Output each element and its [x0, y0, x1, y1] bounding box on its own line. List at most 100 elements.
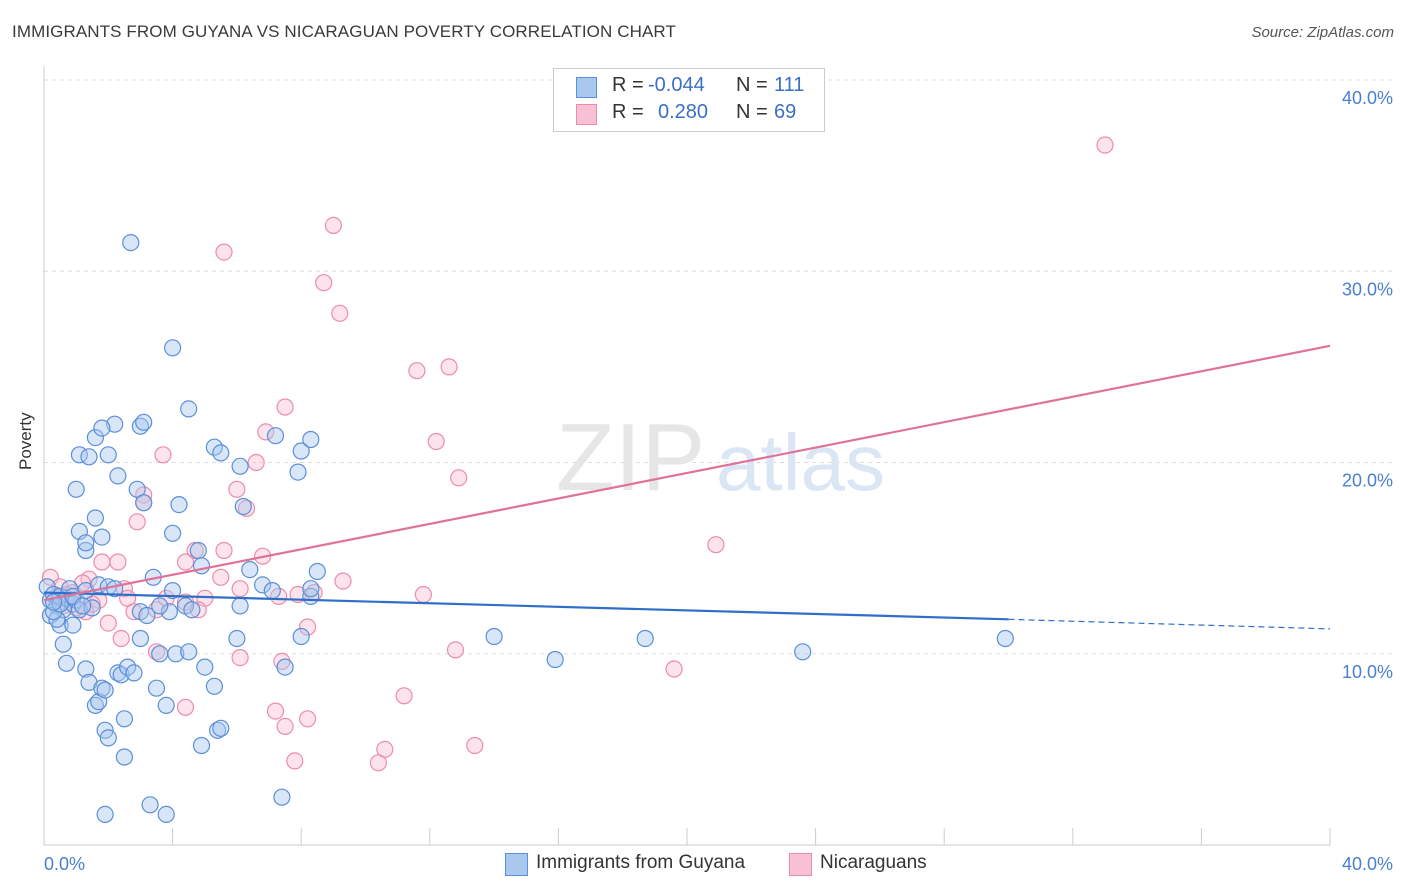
- trend-line-guyana: [43, 591, 1009, 621]
- data-point: [125, 664, 143, 682]
- y-tick-label: 10.0%: [1342, 662, 1393, 682]
- data-point: [446, 641, 465, 659]
- data-point: [215, 541, 233, 560]
- data-point: [192, 557, 211, 575]
- data-point: [276, 398, 294, 416]
- swatch-guyana: [576, 77, 597, 98]
- data-point: [180, 400, 198, 418]
- data-point: [331, 304, 349, 322]
- data-point: [189, 601, 207, 619]
- data-point: [228, 480, 246, 498]
- data-point: [115, 748, 134, 766]
- data-point: [247, 453, 265, 472]
- data-point: [241, 560, 259, 579]
- data-point: [54, 635, 72, 653]
- data-point: [109, 553, 127, 571]
- data-point: [212, 568, 230, 586]
- data-point: [131, 629, 149, 648]
- data-point: [257, 423, 275, 441]
- data-point: [315, 274, 333, 292]
- data-point: [212, 719, 230, 737]
- r-value: -0.044: [648, 74, 705, 96]
- data-point: [231, 457, 249, 475]
- data-point: [154, 446, 172, 464]
- data-point: [157, 805, 175, 824]
- data-point: [176, 698, 195, 716]
- data-point: [135, 494, 153, 512]
- data-point: [334, 572, 352, 590]
- data-point: [196, 658, 214, 676]
- n-value: 111: [774, 74, 805, 96]
- data-point: [263, 581, 281, 600]
- data-point: [254, 576, 272, 594]
- stats-legend: R = -0.044 N = 111 R = 0.280 N = 69: [553, 68, 825, 132]
- data-point: [427, 432, 445, 451]
- data-point: [151, 597, 169, 615]
- data-point: [180, 643, 198, 661]
- data-point: [183, 601, 201, 619]
- data-point: [99, 614, 117, 632]
- grid-lines: [44, 79, 1392, 655]
- data-point: [109, 467, 127, 485]
- data-point: [192, 736, 211, 755]
- x-tick-label-max: 40.0%: [1342, 854, 1393, 874]
- trend-lines: [43, 344, 1331, 630]
- data-point: [308, 562, 326, 581]
- data-point: [118, 658, 137, 676]
- y-tick-label: 30.0%: [1342, 279, 1393, 299]
- data-point: [128, 513, 146, 531]
- data-point: [408, 362, 426, 380]
- axes: [43, 66, 1331, 846]
- data-point: [86, 429, 105, 447]
- data-point: [164, 524, 182, 542]
- y-tick-label: 40.0%: [1342, 88, 1393, 108]
- data-point: [292, 442, 310, 460]
- legend-label-guyana: Immigrants from Guyana: [536, 852, 746, 873]
- data-point: [164, 339, 182, 357]
- r-label: R =: [612, 101, 644, 123]
- data-point: [707, 536, 725, 554]
- data-point: [125, 603, 143, 621]
- data-point: [112, 629, 130, 648]
- trend-line-guyana-extension: [1008, 618, 1331, 630]
- data-point: [665, 660, 683, 678]
- data-point: [215, 243, 233, 261]
- data-point: [73, 597, 92, 615]
- n-label: N =: [736, 74, 768, 96]
- data-point: [440, 358, 458, 376]
- data-point: [228, 629, 246, 648]
- data-point: [99, 729, 117, 747]
- data-point: [996, 629, 1014, 648]
- data-point: [160, 603, 178, 621]
- data-point: [794, 643, 812, 661]
- data-point: [86, 509, 105, 527]
- data-point: [292, 627, 310, 646]
- data-point: [546, 650, 564, 669]
- data-point: [289, 463, 307, 481]
- data-point: [93, 419, 111, 437]
- data-point: [1096, 136, 1114, 154]
- data-point: [273, 788, 291, 806]
- data-point: [485, 627, 503, 646]
- data-point: [151, 645, 169, 663]
- data-point: [276, 658, 294, 676]
- data-point: [299, 710, 317, 728]
- data-point: [93, 528, 111, 546]
- data-point: [77, 660, 95, 678]
- data-point: [234, 497, 252, 516]
- r-label: R =: [612, 74, 644, 96]
- data-point: [99, 446, 117, 464]
- data-point: [96, 681, 114, 699]
- data-point: [276, 717, 294, 736]
- data-point: [106, 415, 124, 433]
- data-point: [96, 805, 114, 824]
- data-point: [164, 581, 182, 600]
- data-point: [266, 702, 285, 720]
- data-point: [141, 796, 159, 814]
- data-point: [135, 413, 153, 431]
- data-point: [205, 677, 223, 695]
- data-point: [302, 430, 320, 449]
- data-point: [369, 754, 387, 772]
- n-value: 69: [774, 101, 797, 123]
- legend-label-nicaraguans: Nicaraguans: [820, 852, 927, 873]
